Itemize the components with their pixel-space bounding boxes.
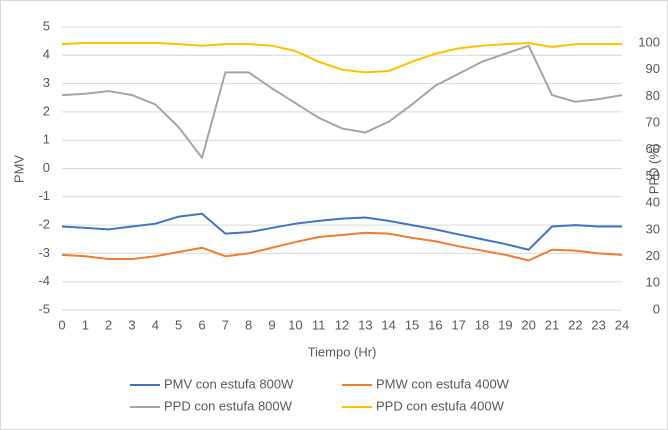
legend-label: PMV con estufa 800W [164,376,294,391]
x-tick-label: 4 [152,317,159,332]
y2-tick-label: 90 [646,61,660,76]
y-tick-label: -1 [38,188,50,203]
y2-tick-label: 40 [646,195,660,210]
y2-tick-label: 30 [646,221,660,236]
x-tick-label: 10 [288,317,302,332]
y-tick-label: 1 [43,132,50,147]
x-tick-label: 1 [82,317,89,332]
x-tick-label: 16 [428,317,442,332]
x-tick-label: 3 [128,317,135,332]
x-tick-label: 21 [545,317,559,332]
x-tick-label: 9 [268,317,275,332]
y2-tick-label: 20 [646,248,660,263]
y2-tick-label: 60 [646,141,660,156]
x-tick-label: 12 [335,317,349,332]
y-tick-label: 3 [43,75,50,90]
x-tick-label: 24 [615,317,629,332]
x-tick-label: 11 [312,317,326,332]
series-line [61,231,623,262]
x-tick-label: 23 [591,317,605,332]
x-tick-label: 14 [381,317,395,332]
x-axis-label: Tiempo (Hr) [308,344,377,359]
x-tick-label: 17 [451,317,465,332]
x-tick-label: 20 [521,317,535,332]
y-axis-label: PMV [11,155,26,184]
y2-tick-label: 50 [646,168,660,183]
y2-tick-label: 10 [646,275,660,290]
y-tick-label: 5 [43,18,50,33]
y-tick-label: -4 [38,273,50,288]
legend-label: PMW con estufa 400W [376,376,510,391]
x-tick-label: 15 [405,317,419,332]
x-tick-label: 0 [58,317,65,332]
x-tick-label: 19 [498,317,512,332]
x-tick-label: 5 [175,317,182,332]
y-tick-label: -2 [38,217,50,232]
x-tick-label: 7 [222,317,229,332]
x-tick-label: 6 [198,317,205,332]
y-tick-label: 2 [43,103,50,118]
y-tick-label: -5 [38,301,50,316]
y2-tick-label: 70 [646,115,660,130]
series-line [61,42,622,74]
y2-axis-label: PPD (%) [646,144,661,195]
y-tick-label: 0 [43,160,50,175]
legend-label: PPD con estufa 400W [376,398,505,413]
y2-tick-label: 0 [653,301,660,316]
y-tick-label: -3 [38,245,50,260]
series-line [61,44,623,159]
x-tick-label: 18 [475,317,489,332]
x-tick-label: 22 [568,317,582,332]
y-tick-label: 4 [43,47,50,62]
y2-tick-label: 80 [646,88,660,103]
series-line [61,212,622,251]
y2-tick-label: 100 [638,34,660,49]
x-tick-label: 13 [358,317,372,332]
x-tick-label: 8 [245,317,252,332]
x-tick-label: 2 [105,317,112,332]
legend-label: PPD con estufa 800W [164,398,293,413]
